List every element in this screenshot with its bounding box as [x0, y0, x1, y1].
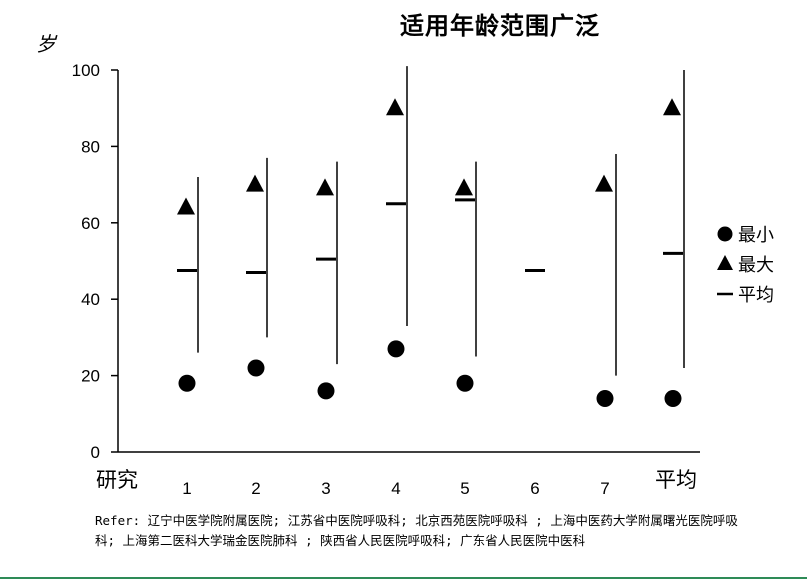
y-axis-label: 岁	[36, 32, 56, 56]
x-tick-label-3: 3	[321, 479, 330, 498]
x-tick-label-average: 平均	[655, 468, 697, 492]
x-tick-label-4: 4	[391, 479, 400, 498]
x-axis-label: 研究	[96, 468, 138, 492]
chart-title: 适用年龄范围广泛	[400, 11, 600, 40]
y-tick-label-100: 100	[72, 61, 100, 80]
y-tick-label-60: 60	[81, 214, 100, 233]
reference-note: Refer: 辽宁中医学院附属医院; 江苏省中医院呼吸科; 北京西苑医院呼吸科 …	[95, 513, 738, 548]
x-tick-label-5: 5	[460, 479, 469, 498]
min-point-4	[387, 340, 405, 358]
x-tick-label-1: 1	[182, 479, 191, 498]
y-tick-label-20: 20	[81, 367, 100, 386]
bottom-divider	[0, 577, 807, 579]
legend-label-2: 最大	[738, 255, 774, 276]
x-tick-label-7: 7	[600, 479, 609, 498]
max-point-7	[595, 174, 613, 192]
y-tick-label-40: 40	[81, 290, 100, 309]
legend-label-3: 平均	[738, 285, 774, 306]
max-point-2	[246, 174, 264, 192]
min-point-2	[247, 359, 265, 377]
max-point-4	[386, 98, 404, 116]
min-point-8	[664, 390, 682, 408]
max-point-8	[663, 98, 681, 116]
max-point-3	[316, 178, 334, 196]
x-tick-label-2: 2	[251, 479, 260, 498]
y-tick-label-80: 80	[81, 137, 100, 156]
min-point-3	[317, 382, 335, 400]
x-tick-label-6: 6	[530, 479, 539, 498]
min-point-5	[456, 374, 474, 392]
y-tick-label-0: 0	[91, 443, 100, 462]
min-point-1	[178, 374, 196, 392]
max-point-1	[177, 197, 195, 215]
legend-label-1: 最小	[738, 225, 774, 246]
max-point-5	[455, 178, 473, 196]
min-point-7	[596, 390, 614, 408]
legend-min-marker	[717, 226, 733, 242]
legend-max-marker	[717, 255, 733, 270]
